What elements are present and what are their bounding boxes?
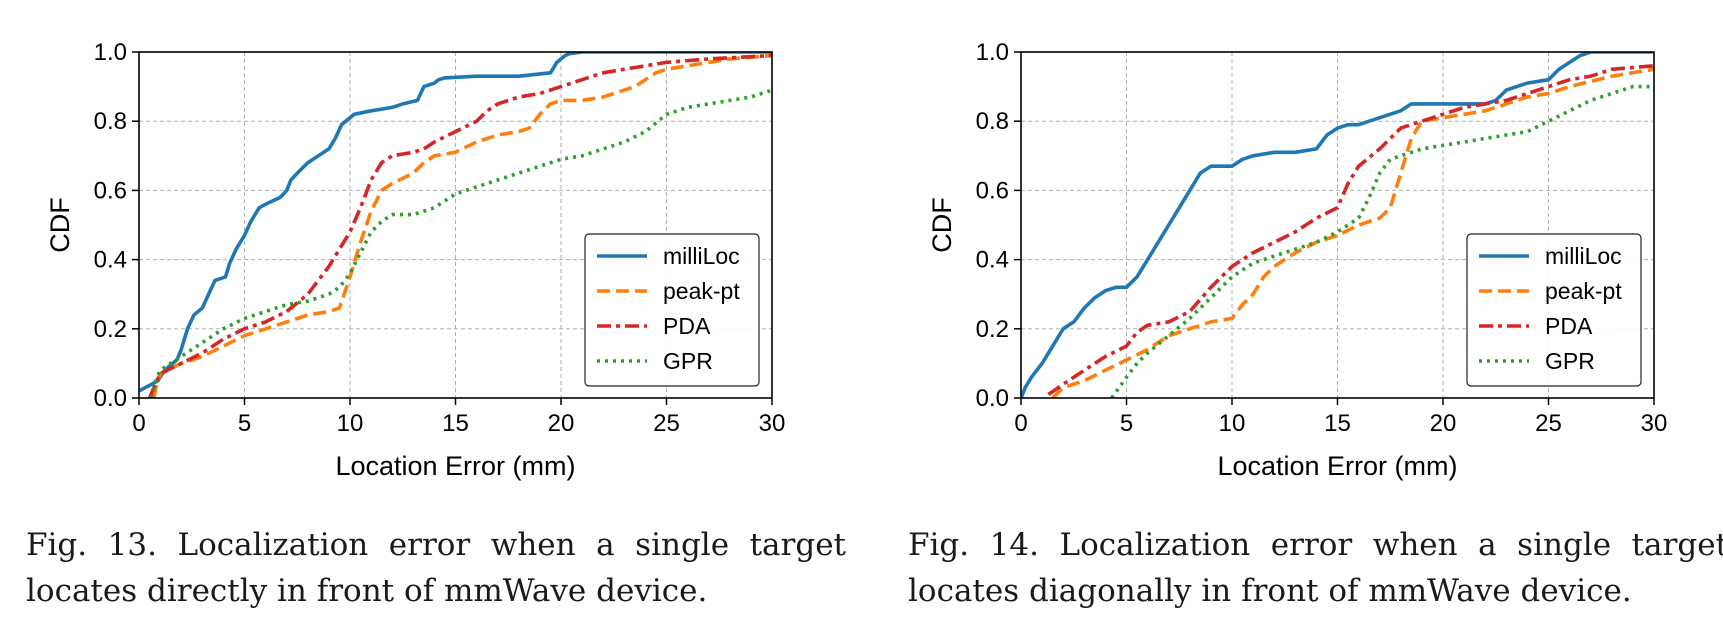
- x-tick-label: 25: [1535, 410, 1562, 437]
- x-tick-label: 5: [1120, 410, 1133, 437]
- y-tick-label: 0.0: [94, 385, 127, 412]
- legend: milliLoc peak-pt PDA GPR: [1466, 233, 1642, 387]
- x-tick-label: 10: [1219, 410, 1246, 437]
- x-axis-label: Location Error (mm): [1217, 451, 1457, 481]
- x-tick-label: 0: [132, 410, 145, 437]
- y-tick-label: 1.0: [94, 39, 127, 66]
- legend-label-peak-pt: peak-pt: [1545, 278, 1622, 304]
- series-line-milliloc: [1021, 52, 1654, 398]
- x-tick-label: 20: [1430, 410, 1457, 437]
- x-tick-label: 15: [442, 410, 469, 437]
- chart-fig-14: 0 5 10 15 20 25 30 0.0 0.2 0.4 0.6 0.8 1.0 Location E…: [927, 39, 1667, 481]
- chart-fig-13: 0 5 10 15 20 25 30 0.0 0.2 0.4 0.6 0.8 1.0 Location E…: [45, 39, 785, 481]
- x-tick-label: 25: [653, 410, 680, 437]
- y-tick-label: 0.8: [94, 108, 127, 135]
- plot-frame: [1020, 51, 1655, 399]
- y-tick-label: 0.6: [976, 177, 1009, 204]
- series-line-gpr: [1110, 84, 1654, 398]
- y-tick-label: 0.2: [94, 316, 127, 343]
- legend-label-milliloc: milliLoc: [663, 243, 740, 269]
- y-tick-label: 0.8: [976, 108, 1009, 135]
- legend-label-pda: PDA: [1545, 313, 1593, 339]
- legend-label-milliloc: milliLoc: [1545, 243, 1622, 269]
- plot-frame: [138, 51, 773, 399]
- legend-label-pda: PDA: [663, 313, 711, 339]
- x-tick-label: 30: [1641, 410, 1668, 437]
- y-tick-label: 0.2: [976, 316, 1009, 343]
- series-line-gpr: [149, 88, 772, 398]
- x-tick-label: 20: [548, 410, 575, 437]
- caption-fig-13: Fig. 13. Localization error when a singl…: [26, 527, 846, 609]
- y-tick-label: 0.4: [976, 247, 1009, 274]
- y-tick-label: 0.6: [94, 177, 127, 204]
- y-axis-label: CDF: [45, 197, 75, 253]
- legend-box: [584, 233, 760, 387]
- y-axis-label: CDF: [927, 197, 957, 253]
- x-tick-label: 10: [337, 410, 364, 437]
- charts-canvas: 0 5 10 15 20 25 30 0.0 0.2 0.4 0.6 0.8 1.0 Location E…: [45, 39, 1667, 481]
- legend-label-gpr: GPR: [663, 348, 713, 374]
- x-tick-label: 5: [238, 410, 251, 437]
- series-line-milliloc: [139, 52, 772, 393]
- legend-box: [1466, 233, 1642, 387]
- x-tick-label: 0: [1014, 410, 1027, 437]
- legend: milliLoc peak-pt PDA GPR: [584, 233, 760, 387]
- y-tick-label: 1.0: [976, 39, 1009, 66]
- x-tick-label: 15: [1324, 410, 1351, 437]
- series-line-pda: [147, 53, 772, 398]
- x-tick-label: 30: [759, 410, 786, 437]
- series-line-pda: [1047, 64, 1654, 396]
- y-tick-label: 0.4: [94, 247, 127, 274]
- x-axis-label: Location Error (mm): [335, 451, 575, 481]
- legend-label-gpr: GPR: [1545, 348, 1595, 374]
- caption-fig-14: Fig. 14. Localization error when a singl…: [908, 527, 1723, 609]
- legend-label-peak-pt: peak-pt: [663, 278, 740, 304]
- series-line-peak-pt: [152, 53, 772, 398]
- y-tick-label: 0.0: [976, 385, 1009, 412]
